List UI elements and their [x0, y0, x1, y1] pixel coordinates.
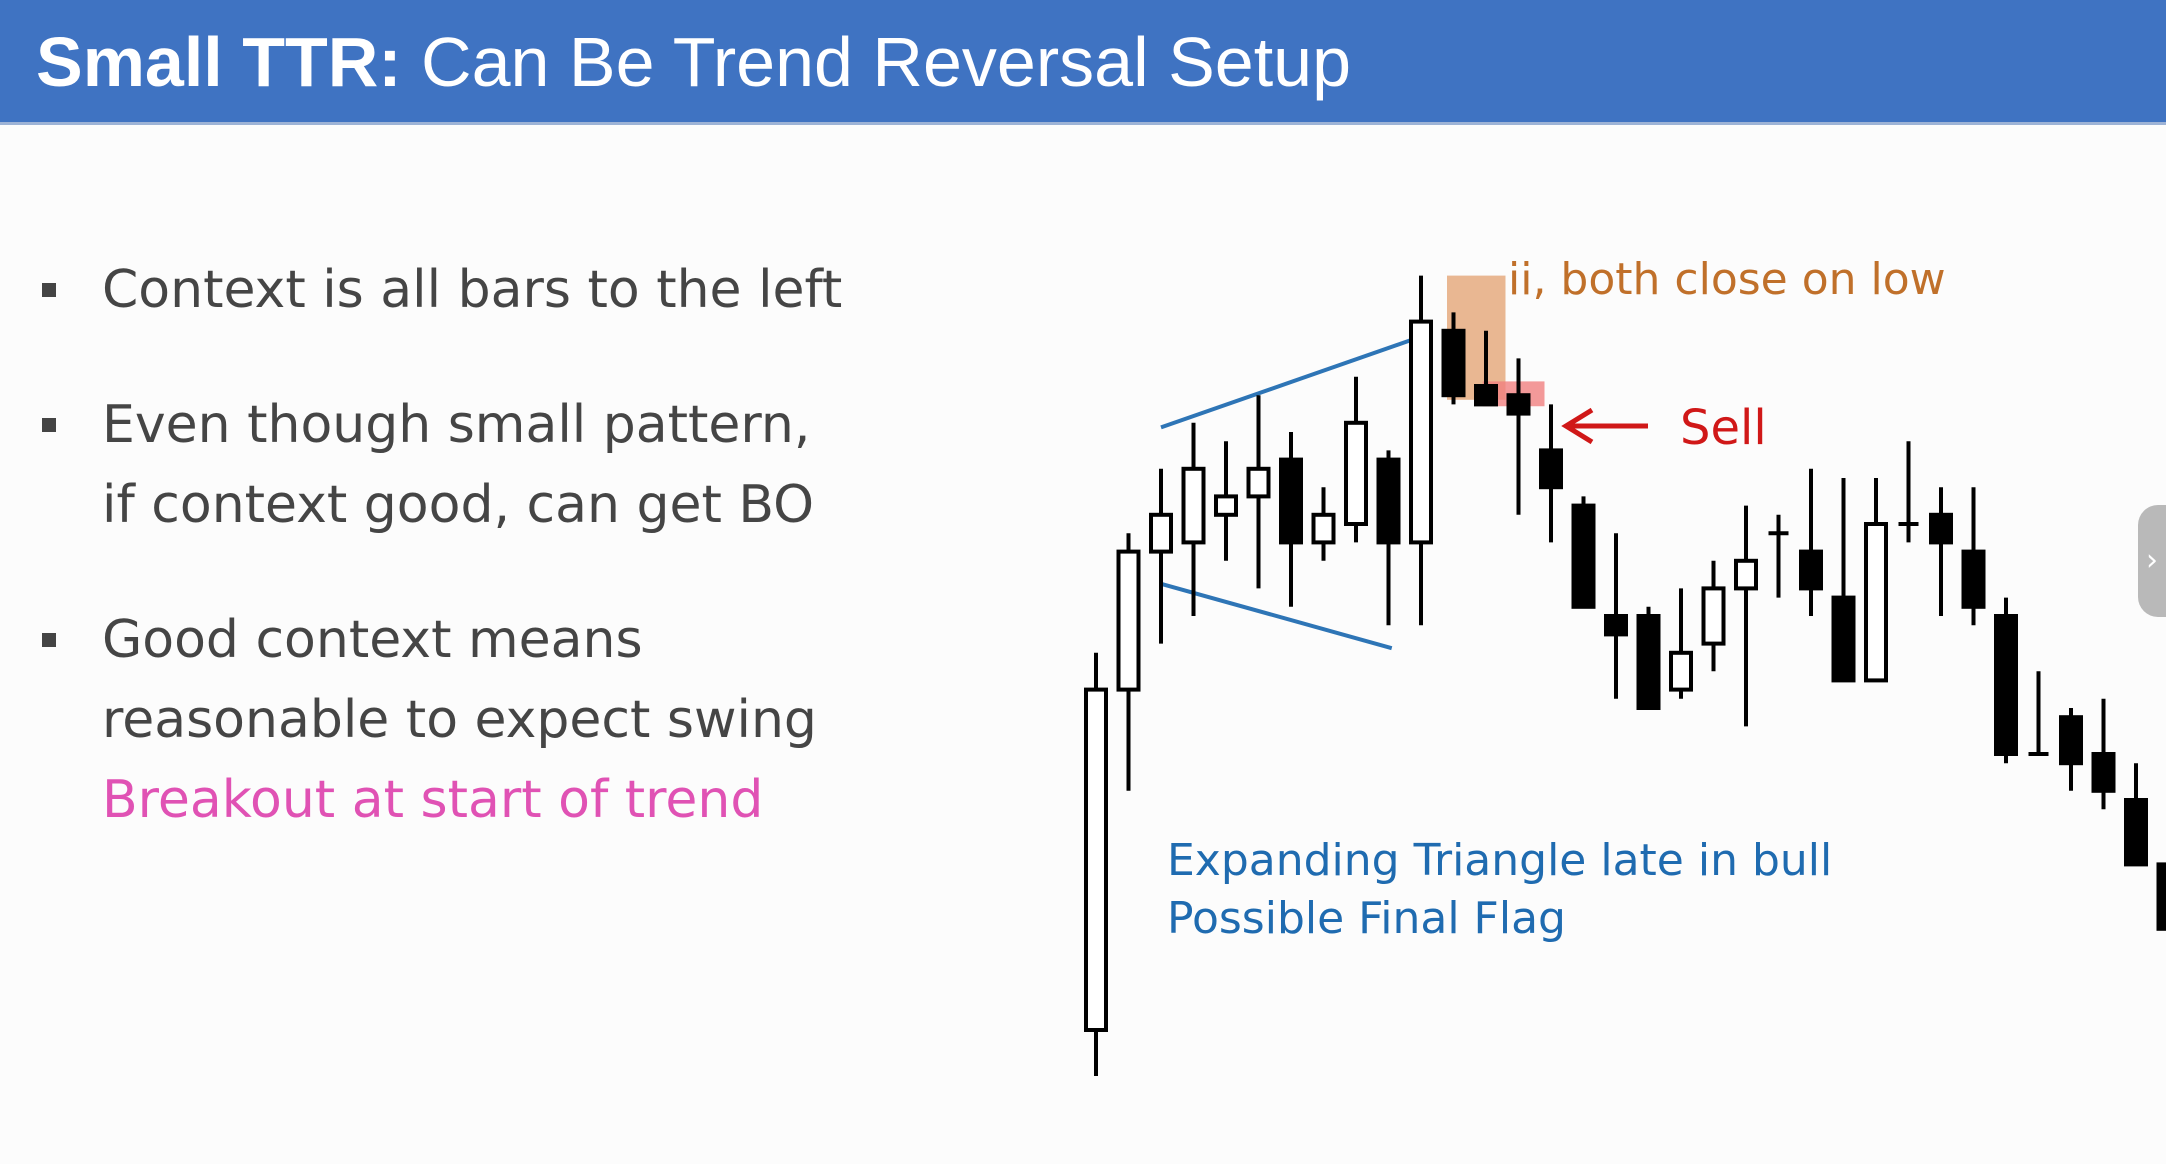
bullet-1-line-1: Context is all bars to the left — [102, 260, 843, 320]
candle — [1344, 376, 1368, 543]
candle-body-bear — [1831, 595, 1856, 683]
candle-body-bear — [1961, 549, 1986, 609]
candle-body-bear — [1539, 448, 1563, 490]
candle — [2028, 671, 2049, 756]
candle-body-bull — [1116, 549, 1141, 692]
triangle-upper-trendline — [1160, 338, 1412, 430]
chevron-right-icon: › — [2146, 543, 2158, 578]
bullet-marker — [42, 283, 56, 297]
candle — [1474, 330, 1498, 407]
slide-title-rest: Can Be Trend Reversal Setup — [401, 23, 1352, 101]
bullet-marker — [42, 418, 56, 432]
candle-body-bull — [1409, 319, 1433, 545]
side-panel-tab[interactable]: › — [2138, 505, 2166, 617]
candle-body-bull — [1181, 466, 1206, 545]
candle-body-bull — [1344, 420, 1368, 526]
candle-body-bear — [1799, 549, 1823, 591]
candle — [1799, 468, 1823, 616]
bullet-2-line-2: if context good, can get BO — [102, 475, 815, 535]
candle — [1116, 533, 1141, 791]
candle — [2059, 708, 2083, 791]
bullet-marker — [42, 633, 56, 647]
candle — [1734, 505, 1758, 727]
candle — [1149, 468, 1173, 644]
candle — [1571, 496, 1596, 609]
candle-body-bear — [2059, 715, 2083, 766]
candle — [1636, 606, 1661, 710]
triangle-annotation-line-2: Possible Final Flag — [1167, 893, 1566, 944]
bullet-3-line-1: Good context means — [102, 610, 643, 670]
sell-arrow-head — [1561, 407, 1594, 445]
candle — [1311, 487, 1336, 561]
candle — [1246, 395, 1271, 589]
bullet-3-line-2: reasonable to expect swing — [102, 690, 817, 750]
bullet-2-line-1: Even though small pattern, — [102, 395, 811, 455]
bullet-3-highlight: Breakout at start of trend — [102, 770, 764, 830]
candle — [1539, 404, 1563, 543]
candle — [1768, 514, 1789, 598]
candle — [1376, 450, 1401, 626]
candle — [1506, 358, 1531, 515]
candle-body-bull — [1246, 466, 1271, 499]
candle — [1961, 487, 1986, 626]
candle-body-bear — [1571, 503, 1596, 609]
candle — [1864, 478, 1888, 683]
candle — [2091, 698, 2116, 810]
candle-body-bear — [1376, 457, 1401, 545]
candle — [1279, 432, 1303, 607]
candle-body-bear — [1636, 614, 1661, 710]
candle — [1831, 478, 1856, 683]
candle-body-bear — [2124, 798, 2148, 867]
triangle-annotation-line-1: Expanding Triangle late in bull — [1167, 835, 1832, 886]
candle — [1181, 422, 1206, 616]
candle-body-bear — [1506, 393, 1531, 416]
candle — [1994, 597, 2018, 764]
sell-annotation: Sell — [1680, 400, 1767, 456]
candle — [1669, 588, 1693, 699]
candle — [1084, 652, 1108, 1076]
candle-body-bear — [1279, 457, 1303, 545]
slide-header: Small TTR: Can Be Trend Reversal Setup — [0, 0, 2166, 125]
triangle-lower-trendline — [1160, 581, 1393, 651]
candle-body-bull — [1701, 586, 1726, 646]
candle — [1441, 312, 1466, 405]
slide-title-bold: Small TTR: — [36, 23, 402, 101]
candle — [2156, 862, 2166, 931]
slide-title: Small TTR: Can Be Trend Reversal Setup — [36, 22, 1351, 102]
ii-annotation: ii, both close on low — [1508, 254, 1946, 305]
candle-body-bear — [2156, 862, 2166, 931]
candle-body-bear — [1929, 512, 1953, 545]
candle-body-bull — [1669, 650, 1693, 692]
candle — [1929, 487, 1953, 616]
candle-body-bull — [1864, 522, 1888, 683]
candle-body-bull — [1149, 512, 1173, 554]
candle-body-bear — [1441, 328, 1466, 398]
candle-body-bear — [2091, 752, 2116, 793]
candle-body-bear — [1994, 614, 2018, 756]
candle-body-bull — [1084, 687, 1108, 1032]
candle-body-bull — [1311, 512, 1336, 545]
candle — [1898, 441, 1919, 543]
candle — [1214, 441, 1238, 561]
candle-body-bear — [1474, 384, 1498, 407]
candle — [2124, 763, 2148, 867]
candle — [1701, 560, 1726, 672]
candle-body-bear — [1604, 614, 1628, 637]
candle-body-bull — [1734, 558, 1758, 591]
candle — [1409, 275, 1433, 626]
candle — [1604, 533, 1628, 699]
candle-body-bull — [1214, 494, 1238, 517]
bullet-list: Context is all bars to the left Even tho… — [0, 0, 843, 900]
